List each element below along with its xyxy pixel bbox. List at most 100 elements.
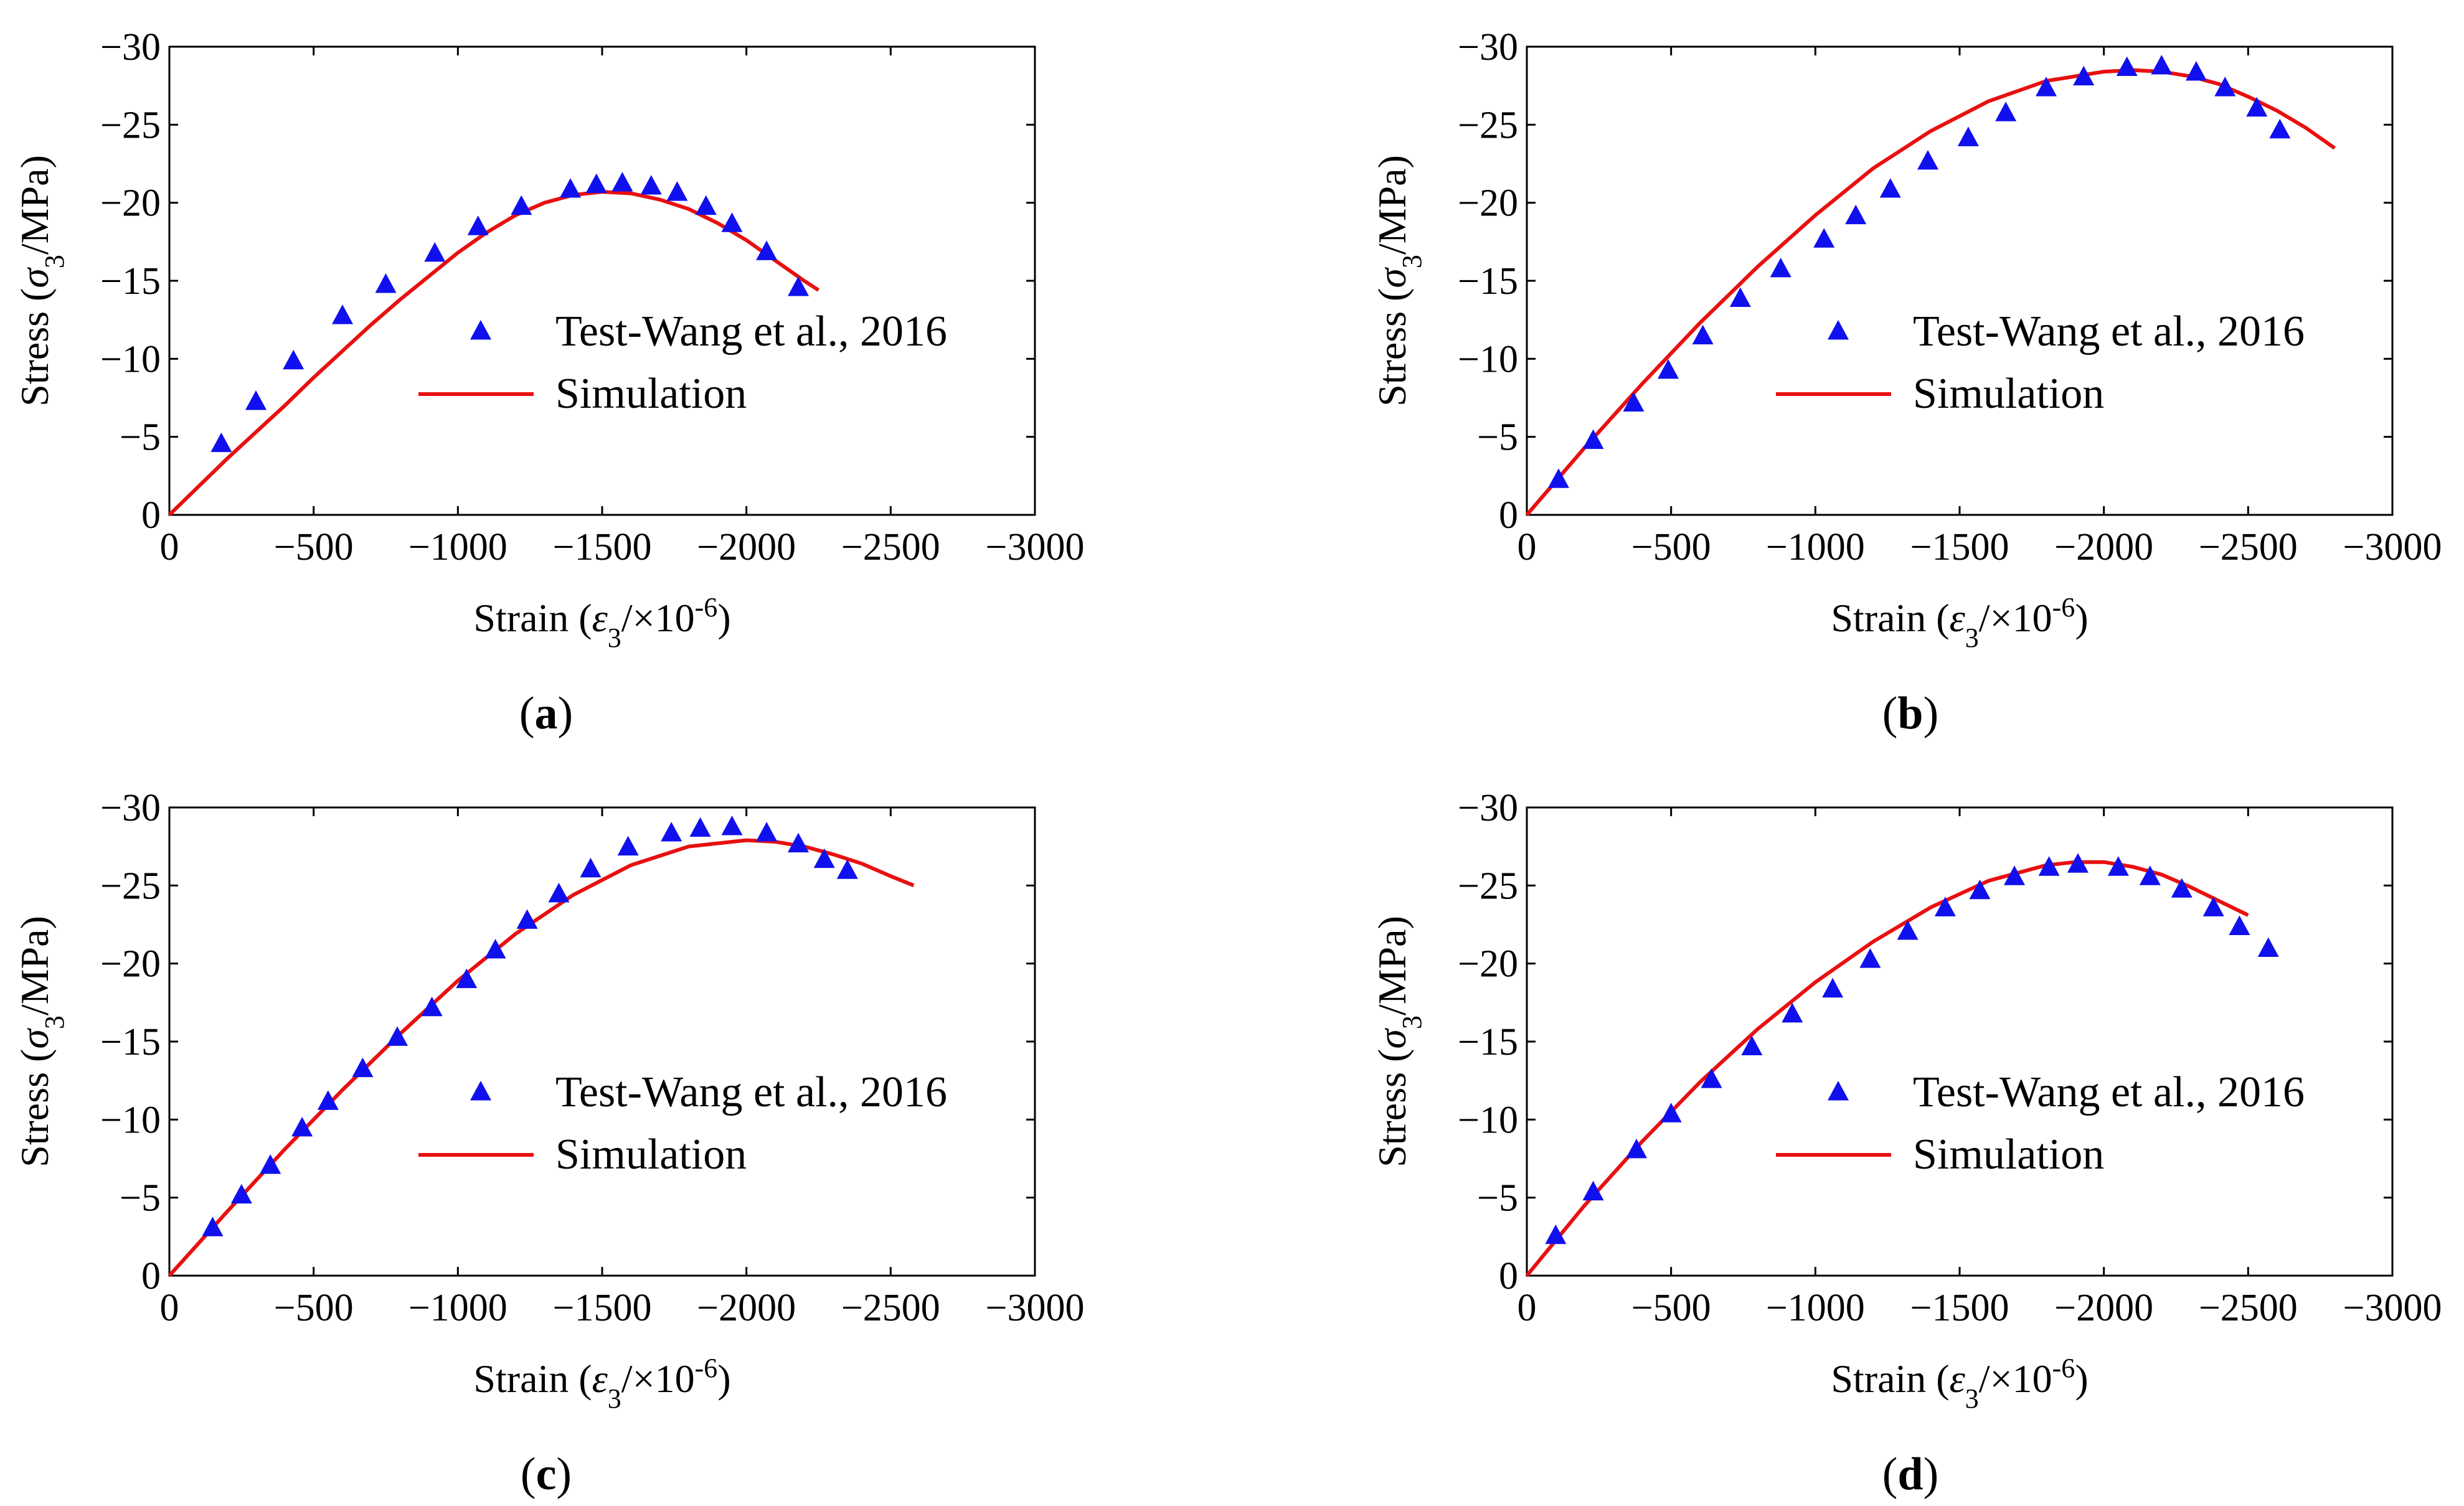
y-tick-label: −30 [100, 26, 161, 68]
y-tick-label: −25 [100, 104, 161, 146]
test-data-point [260, 1154, 281, 1174]
panel-caption: (b) [1882, 688, 1938, 739]
x-axis-title: Strain (ε3/×10-6) [473, 592, 730, 653]
axis-title-part: ) [717, 1357, 730, 1401]
y-tick-label: −5 [120, 1177, 161, 1220]
test-data-point [456, 968, 478, 989]
simulation-line [1525, 68, 2336, 516]
y-axis-title: Stress (σ3/MPa) [12, 916, 70, 1167]
x-tick-label: −1500 [1910, 526, 2009, 568]
x-tick-label: −1500 [1910, 1287, 2009, 1329]
axis-title-part: ) [2075, 596, 2088, 640]
y-tick-label: −15 [100, 1021, 161, 1063]
x-tick-label: −1000 [1766, 1287, 1865, 1329]
test-data-point [721, 816, 743, 835]
plot-frame [1526, 806, 2394, 1277]
axis-title-part: Strain ( [473, 596, 592, 640]
x-tick-label: −2000 [697, 526, 796, 568]
test-data-point [585, 173, 607, 194]
legend-simulation-label: Simulation [555, 1131, 747, 1179]
test-data-point [2038, 856, 2060, 876]
x-tick-label: −500 [1631, 1287, 1711, 1329]
y-tick-label: −10 [100, 338, 161, 380]
y-tick-label: −5 [1477, 1177, 1518, 1220]
test-data-point [661, 822, 682, 842]
axis-title-symbol: σ [12, 267, 57, 288]
axis-title-subscript: 3 [1965, 1383, 1979, 1414]
y-axis-title: Stress (σ3/MPa) [12, 155, 70, 407]
x-axis-title: Strain (ε3/×10-6) [1831, 1353, 2088, 1414]
test-data-point [230, 1184, 252, 1204]
test-data-point [548, 882, 570, 903]
test-data-point [580, 857, 602, 878]
simulation-line [168, 190, 820, 517]
panel-caption-letter: a [535, 688, 558, 739]
panel-caption-letter: d [1897, 1449, 1923, 1500]
axis-title-subscript: 3 [608, 623, 621, 653]
y-tick-label: −20 [1458, 943, 1518, 986]
test-data-point [2214, 77, 2236, 96]
axis-title-symbol: ε [1950, 1357, 1966, 1401]
legend-test-marker [470, 1081, 491, 1101]
x-tick-label: −2500 [841, 1287, 940, 1329]
test-data-point [1969, 879, 1991, 900]
test-data-point [352, 1057, 374, 1078]
x-tick-label: −3000 [986, 1287, 1085, 1329]
test-data-point [689, 817, 711, 837]
test-data-point [1729, 287, 1751, 308]
test-data-point [1547, 468, 1569, 488]
panel-caption-paren: ( [1882, 688, 1898, 739]
x-tick-label: −2500 [2199, 526, 2298, 568]
test-data-point [611, 172, 633, 192]
test-data-point [617, 835, 639, 856]
x-tick-label: 0 [160, 526, 179, 568]
axis-title-subscript: 3 [39, 255, 70, 268]
panel-caption-paren: ( [519, 688, 535, 739]
x-tick-label: −1000 [408, 526, 507, 568]
x-tick-label: −3000 [986, 526, 1085, 568]
test-data-point [467, 215, 489, 235]
test-data-point [387, 1026, 408, 1046]
test-data-point [2171, 878, 2193, 898]
axis-title-part: /MPa [1370, 929, 1414, 1015]
test-data-point [1813, 228, 1835, 248]
x-tick-label: −1500 [553, 1287, 652, 1329]
test-data-point [756, 240, 778, 260]
y-tick-label: 0 [1499, 1255, 1518, 1297]
test-data-point [1934, 897, 1956, 916]
test-data-point [836, 859, 858, 879]
axis-title-part: /×10 [621, 1357, 695, 1401]
test-data-point [283, 349, 304, 370]
axis-title-subscript: 3 [39, 1015, 70, 1029]
test-data-point [1582, 429, 1604, 449]
axis-title-symbol: σ [12, 1028, 57, 1049]
y-tick-label: −20 [100, 943, 161, 986]
y-tick-label: −30 [100, 787, 161, 829]
axis-title-part: /MPa [1370, 168, 1414, 255]
y-tick-label: −15 [1458, 1021, 1518, 1063]
test-data-point [1917, 149, 1939, 170]
test-data-point [788, 276, 810, 296]
axis-title-part: ) [2075, 1357, 2088, 1401]
test-data-point [1879, 178, 1901, 198]
test-data-point [2139, 865, 2161, 885]
test-data-point [1822, 977, 1844, 998]
x-tick-label: −500 [1631, 526, 1711, 568]
panel-caption: (c) [521, 1449, 572, 1500]
x-tick-label: −1000 [1766, 526, 1865, 568]
test-data-point [813, 848, 835, 868]
test-data-point [666, 181, 688, 201]
test-data-point [788, 832, 810, 853]
axis-title-symbol: ε [592, 596, 608, 640]
test-data-point [516, 909, 538, 929]
y-tick-label: −5 [1477, 417, 1518, 459]
axis-title-part: /MPa [12, 168, 57, 255]
panel-caption-paren: ( [521, 1449, 536, 1500]
test-data-point [2202, 897, 2224, 916]
simulation-line [1525, 860, 2249, 1277]
axis-title-symbol: σ [1370, 267, 1414, 288]
test-data-point [756, 822, 778, 842]
test-data-point [511, 195, 532, 215]
x-axis-title: Strain (ε3/×10-6) [1831, 592, 2088, 653]
